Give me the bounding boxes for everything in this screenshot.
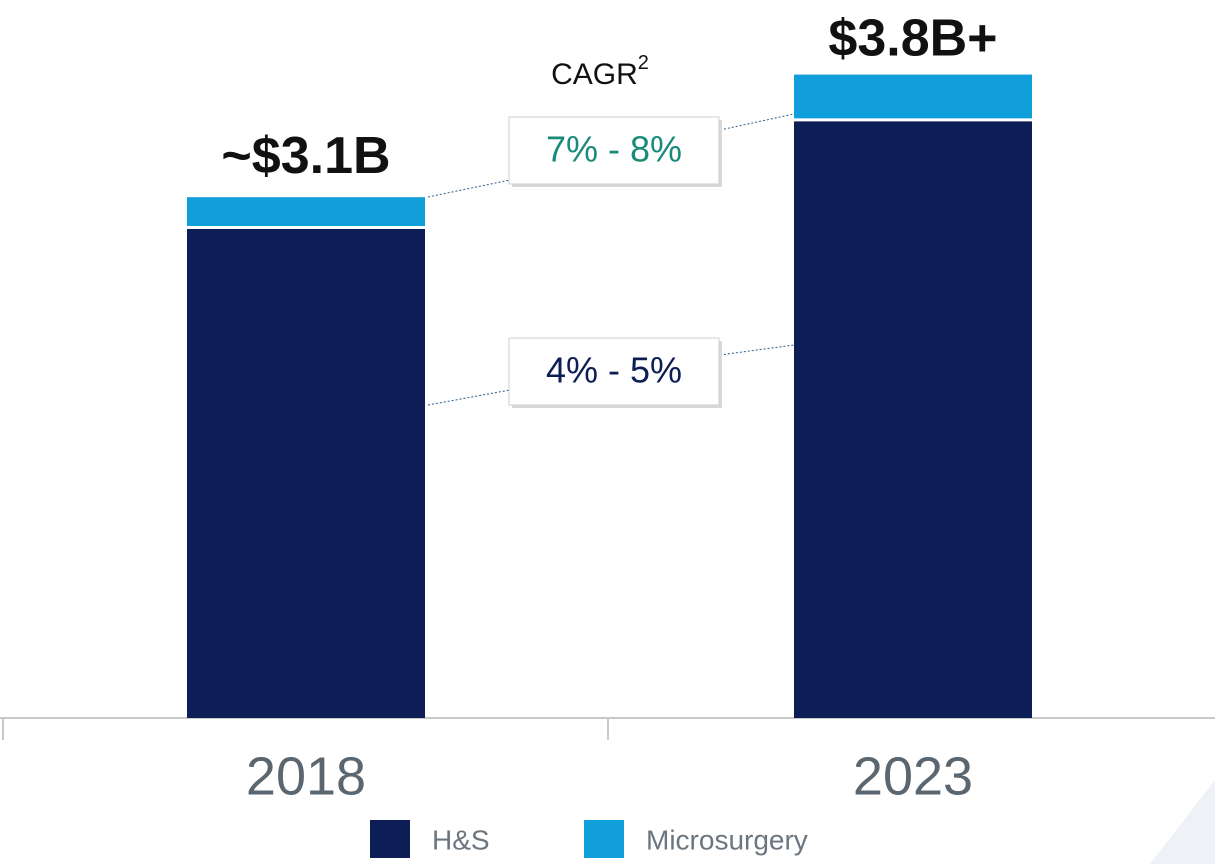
legend-swatch <box>584 820 624 858</box>
total-label: ~$3.1B <box>221 127 390 185</box>
bar-segment <box>794 119 1032 719</box>
annotation-box <box>508 337 720 406</box>
connector <box>719 344 795 356</box>
legend-label: H&S <box>432 824 490 855</box>
total-label: $3.8B+ <box>828 9 997 67</box>
corner-decoration <box>1150 780 1215 864</box>
connector <box>719 113 795 131</box>
bar-segment <box>794 74 1032 120</box>
cagr-footnote: 2 <box>638 52 649 74</box>
connector <box>427 179 511 198</box>
annotation-box <box>508 116 720 185</box>
annotation: 4% - 5% <box>546 350 682 391</box>
bar-segment <box>187 227 425 718</box>
connector <box>427 389 511 406</box>
cagr-title-text: CAGR <box>551 58 638 91</box>
cagr-title: CAGR2 <box>551 52 649 91</box>
x-tick-label: 2023 <box>853 746 973 806</box>
annotation: 7% - 8% <box>546 129 682 170</box>
connectors <box>427 113 795 406</box>
bar-segment <box>187 197 425 228</box>
legend-label: Microsurgery <box>646 824 808 855</box>
legend-swatch <box>370 820 410 858</box>
x-tick-label: 2018 <box>246 746 366 806</box>
